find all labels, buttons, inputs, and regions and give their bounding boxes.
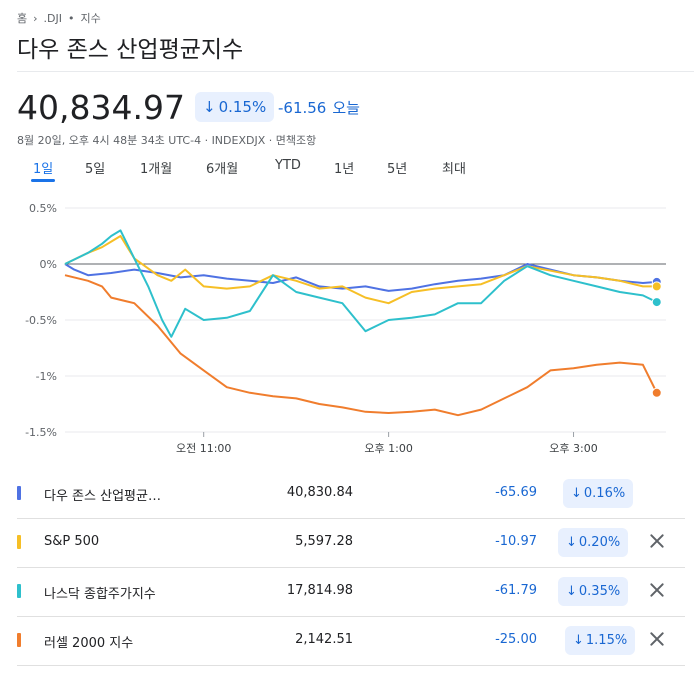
current-price: 40,834.97 [17,88,185,127]
close-icon[interactable] [646,628,668,650]
row-name: 나스닥 종합주가지수 [44,587,156,602]
breadcrumb-ticker: .DJI [43,11,62,25]
close-icon[interactable] [646,579,668,601]
series-end-dot-ixic [651,297,662,308]
change-value: -61.56 [278,99,327,117]
comparison-row-dji[interactable]: 다우 존스 산업평균… 40,830.84 -65.69 ↓ 0.16% [17,470,685,519]
row-percent-badge: ↓ 0.16% [563,479,634,508]
tab-5y[interactable]: 5년 [387,162,408,177]
row-percent: 0.16% [583,486,626,501]
percent-change: 0.15% [218,98,267,116]
series-swatch [17,486,21,500]
row-value: 17,814.98 [286,583,353,598]
chart-svg: 0.5% 0% -0.5% -1% -1.5% 오전 11:00 오후 1:00 오후 3:0… [25,202,666,455]
change-label: 오늘 [332,99,360,117]
series-line-dji [64,263,657,292]
row-value: 2,142.51 [295,632,353,647]
series-swatch [17,535,21,549]
y-tick-label: -1% [36,370,57,383]
breadcrumb: 홈 › .DJI • 지수 [17,10,101,26]
series-end-dot-spx [651,281,662,292]
y-tick-label: -0.5% [25,314,57,327]
comparison-row-spx[interactable]: S&P 500 5,597.28 -10.97 ↓ 0.20% [17,519,685,568]
percent-change-badge: ↓ 0.15% [195,92,275,122]
row-change: -25.00 [495,632,537,647]
x-tick-label: 오전 11:00 [176,442,231,455]
price-chart[interactable]: 0.5% 0% -0.5% -1% -1.5% 오전 11:00 오후 1:00 오후 3:0… [0,195,694,469]
close-icon[interactable] [646,530,668,552]
row-percent: 0.35% [578,584,621,599]
breadcrumb-separator: • [68,11,75,25]
comparison-row-ixic[interactable]: 나스닥 종합주가지수 17,814.98 -61.79 ↓ 0.35% [17,568,685,617]
breadcrumb-type: 지수 [80,12,101,25]
row-change: -65.69 [495,485,537,500]
row-name: 러셀 2000 지수 [44,636,134,651]
comparison-row-rut[interactable]: 러셀 2000 지수 2,142.51 -25.00 ↓ 1.15% [17,617,685,666]
tab-max[interactable]: 최대 [442,162,466,177]
y-tick-label: -1.5% [25,426,57,439]
row-name: S&P 500 [44,534,100,549]
arrow-down-icon: ↓ [571,486,582,501]
row-percent: 1.15% [585,633,628,648]
quote-timestamp: 8월 20일, 오후 4시 48분 34초 UTC-4 · INDEXDJX ·… [17,134,317,147]
row-value: 5,597.28 [295,534,353,549]
row-value: 40,830.84 [286,485,353,500]
comparison-list: 다우 존스 산업평균… 40,830.84 -65.69 ↓ 0.16% S&P … [17,470,685,666]
arrow-down-icon: ↓ [203,98,216,116]
y-tick-label: 0.5% [29,202,57,215]
x-tick-label: 오후 3:00 [549,442,597,455]
chevron-right-icon: › [33,11,38,25]
arrow-down-icon: ↓ [566,535,577,550]
series-end-dot-rut [651,387,662,398]
arrow-down-icon: ↓ [566,584,577,599]
row-percent: 0.20% [578,535,621,550]
row-percent-badge: ↓ 0.20% [558,528,629,557]
breadcrumb-home[interactable]: 홈 [17,12,28,25]
series-line-rut [64,274,658,417]
row-name: 다우 존스 산업평균… [44,489,161,504]
tab-1m[interactable]: 1개월 [140,162,173,177]
series-line-spx [64,235,657,305]
y-tick-label: 0% [40,258,57,271]
row-percent-badge: ↓ 1.15% [565,626,636,655]
arrow-down-icon: ↓ [573,633,584,648]
x-tick-label: 오후 1:00 [364,442,412,455]
divider [17,71,694,72]
series-swatch [17,584,21,598]
series-line-ixic [64,229,658,338]
page-title: 다우 존스 산업평균지수 [17,37,244,63]
today-change: -61.56 오늘 [278,97,360,118]
tab-ytd[interactable]: YTD [275,158,301,173]
row-change: -61.79 [495,583,537,598]
row-change: -10.97 [495,534,537,549]
series-swatch [17,633,21,647]
tab-1d[interactable]: 1일 [30,158,56,182]
tab-6m[interactable]: 6개월 [206,162,239,177]
tab-5d[interactable]: 5일 [85,162,106,177]
row-percent-badge: ↓ 0.35% [558,577,629,606]
tab-1y[interactable]: 1년 [334,162,355,177]
